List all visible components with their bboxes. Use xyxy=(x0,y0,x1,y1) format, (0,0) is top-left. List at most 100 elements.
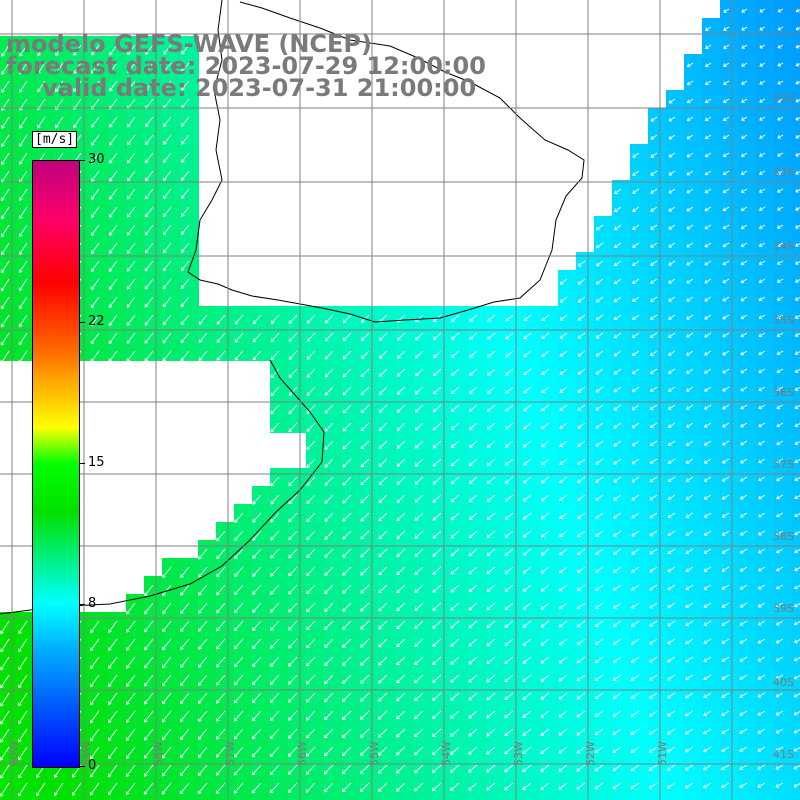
wind-vector xyxy=(758,548,766,554)
field-cell xyxy=(666,468,685,487)
longitude-label: 51W xyxy=(656,741,669,766)
wind-vector-head xyxy=(632,190,636,194)
field-cell xyxy=(756,666,775,685)
wind-vector-head xyxy=(432,553,437,557)
wind-vector-head xyxy=(522,588,527,592)
wind-vector-head xyxy=(759,135,763,139)
wind-vector-head xyxy=(432,408,437,413)
field-cell xyxy=(648,342,667,361)
wind-vector-head xyxy=(686,207,691,212)
field-cell xyxy=(504,486,523,505)
wind-vector-head xyxy=(414,679,418,684)
field-cell xyxy=(666,378,685,397)
wind-vector-head xyxy=(1,89,5,93)
field-cell xyxy=(648,774,667,793)
wind-vector-head xyxy=(468,444,473,448)
wind-vector-head xyxy=(631,550,635,555)
field-cell xyxy=(738,486,757,505)
wind-vector xyxy=(614,206,622,212)
wind-vector-head xyxy=(396,553,401,557)
field-cell xyxy=(666,432,685,451)
wind-vector-head xyxy=(180,646,184,650)
wind-vector-head xyxy=(126,358,131,362)
wind-vector-head xyxy=(739,694,744,698)
wind-vector-head xyxy=(795,44,800,49)
wind-vector xyxy=(705,188,712,193)
wind-vector xyxy=(145,206,154,217)
wind-vector xyxy=(595,638,604,645)
field-cell xyxy=(432,756,451,775)
wind-vector xyxy=(667,530,676,536)
wind-vector-head xyxy=(666,748,671,753)
wind-vector-head xyxy=(305,734,310,739)
wind-vector-head xyxy=(378,697,382,702)
wind-vector xyxy=(91,44,100,56)
wind-vector xyxy=(342,440,352,450)
wind-vector xyxy=(18,728,28,742)
wind-vector xyxy=(776,692,784,698)
field-cell xyxy=(414,468,433,487)
wind-vector-head xyxy=(703,568,708,572)
wind-vector-head xyxy=(0,341,5,346)
wind-vector xyxy=(18,656,28,670)
wind-vector xyxy=(234,602,244,613)
wind-vector-head xyxy=(703,514,708,518)
wind-vector xyxy=(596,260,604,267)
wind-vector xyxy=(414,620,424,629)
wind-vector xyxy=(649,674,658,681)
wind-vector-head xyxy=(595,425,600,429)
wind-vector-head xyxy=(686,135,691,140)
wind-vector-head xyxy=(776,405,781,410)
wind-vector-head xyxy=(540,642,545,646)
field-cell xyxy=(504,630,523,649)
field-cell xyxy=(738,558,757,577)
wind-vector-head xyxy=(287,699,292,703)
wind-vector-head xyxy=(450,751,454,755)
wind-vector xyxy=(577,476,586,483)
wind-vector-head xyxy=(703,604,708,608)
field-cell xyxy=(378,558,397,577)
field-cell xyxy=(126,756,145,775)
wind-vector-head xyxy=(414,426,419,431)
wind-vector-head xyxy=(558,533,563,538)
wind-vector xyxy=(234,746,244,758)
wind-vector-head xyxy=(740,405,744,410)
field-cell xyxy=(144,270,163,289)
wind-vector xyxy=(288,368,298,378)
wind-vector-head xyxy=(450,390,455,395)
field-cell xyxy=(432,792,451,800)
field-cell xyxy=(468,720,487,739)
wind-vector-head xyxy=(667,496,672,501)
wind-vector-head xyxy=(758,261,763,266)
wind-vector-head xyxy=(234,519,238,523)
wind-vector-head xyxy=(108,232,113,236)
wind-vector-head xyxy=(612,659,617,663)
field-cell xyxy=(684,216,703,235)
wind-vector xyxy=(631,440,640,447)
wind-vector xyxy=(270,386,280,396)
field-cell xyxy=(90,252,109,271)
wind-vector-head xyxy=(360,698,364,702)
wind-vector-head xyxy=(613,280,618,285)
wind-vector xyxy=(396,692,406,702)
field-cell xyxy=(684,396,703,415)
wind-vector-head xyxy=(360,607,364,612)
wind-vector xyxy=(705,62,712,67)
wind-vector-head xyxy=(631,496,636,501)
wind-vector xyxy=(777,224,784,229)
wind-vector-head xyxy=(145,69,149,73)
wind-vector xyxy=(55,116,64,128)
wind-vector-head xyxy=(163,87,167,91)
wind-vector-head xyxy=(233,681,238,686)
wind-vector xyxy=(324,782,334,793)
field-cell xyxy=(738,648,757,667)
wind-vector-head xyxy=(0,215,5,220)
wind-vector-head xyxy=(144,231,149,236)
wind-vector xyxy=(180,278,190,289)
wind-vector xyxy=(614,314,622,321)
wind-vector-head xyxy=(504,624,509,628)
wind-vector-head xyxy=(722,207,727,212)
field-cell xyxy=(630,450,649,469)
field-cell xyxy=(612,576,631,595)
wind-vector xyxy=(667,566,676,572)
